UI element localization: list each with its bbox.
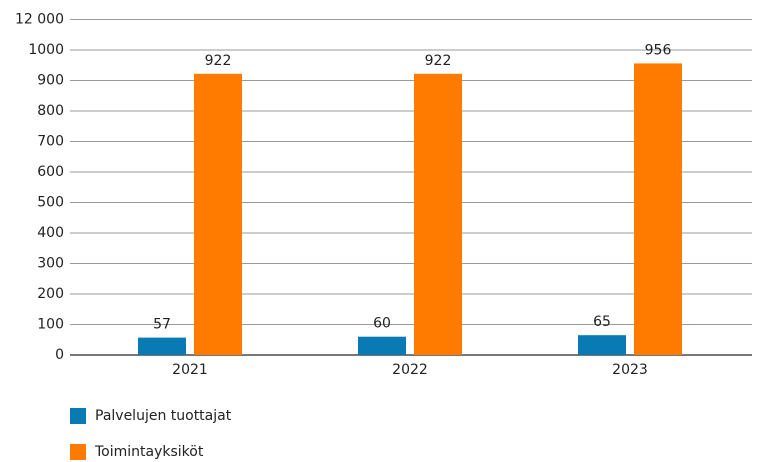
y-tick-label: 900	[37, 73, 64, 89]
data-label: 65	[593, 314, 611, 330]
bar	[194, 73, 242, 355]
y-tick-label: 500	[37, 195, 64, 211]
y-tick-label: 400	[37, 225, 64, 241]
bar	[634, 63, 682, 356]
data-label: 956	[645, 42, 672, 58]
legend-swatch	[70, 444, 86, 460]
bar	[578, 335, 626, 355]
x-tick-label: 2022	[392, 362, 428, 378]
data-label: 60	[373, 316, 391, 332]
y-tick-label: 200	[37, 286, 64, 302]
data-label: 922	[425, 53, 452, 69]
y-tick-label: 600	[37, 164, 64, 180]
y-tick-label: 100	[37, 317, 64, 333]
legend-label: Palvelujen tuottajat	[95, 408, 232, 424]
legend-swatch	[70, 408, 86, 424]
legend-label: Toimintayksiköt	[94, 444, 204, 460]
x-tick-label: 2021	[172, 362, 208, 378]
data-label: 922	[205, 53, 232, 69]
bar	[138, 337, 186, 355]
y-tick-label: 800	[37, 103, 64, 119]
y-tick-label: 300	[37, 256, 64, 272]
y-tick-label: 12 000	[15, 12, 64, 28]
y-tick-label: 0	[55, 347, 64, 363]
x-tick-label: 2023	[612, 362, 648, 378]
y-tick-label: 700	[37, 134, 64, 150]
y-tick-label: 1000	[28, 42, 64, 58]
bar	[358, 336, 406, 355]
data-label: 57	[153, 317, 171, 333]
bar	[414, 73, 462, 355]
